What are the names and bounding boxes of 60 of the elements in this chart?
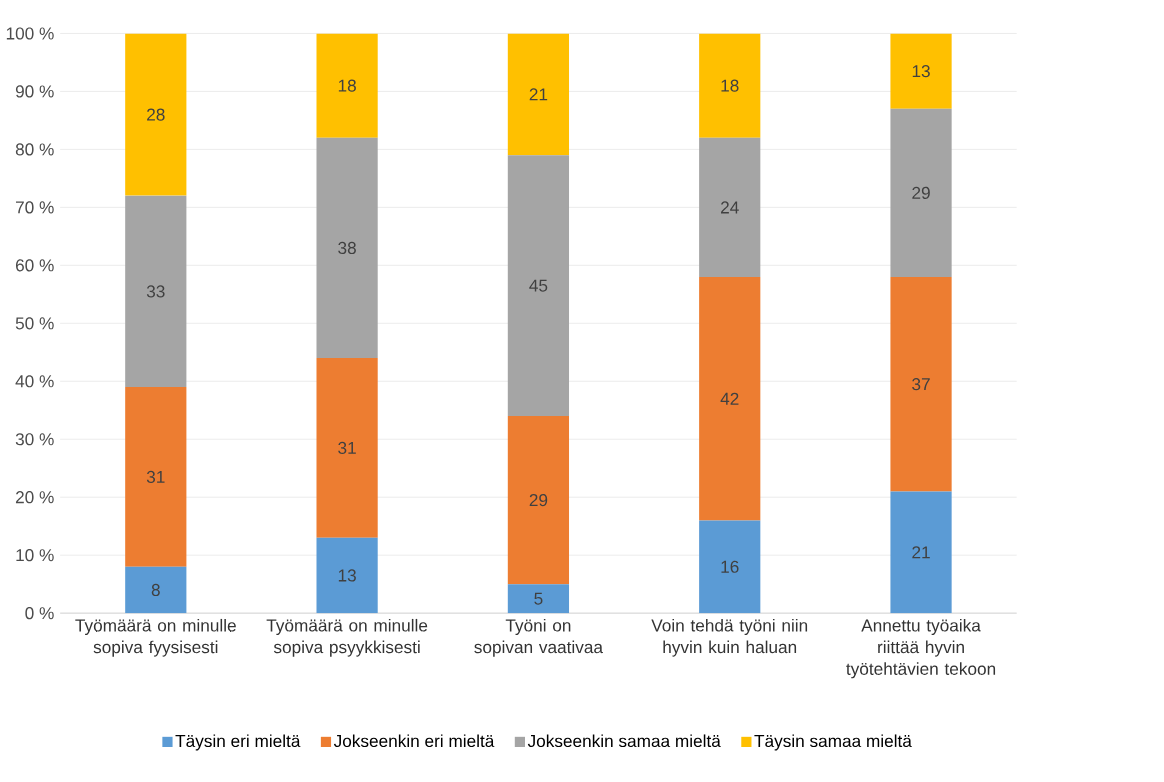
legend-label: Jokseenkin eri mieltä	[333, 734, 495, 748]
y-tick-label: 90 %	[15, 85, 54, 98]
y-tick-label: 50 %	[15, 317, 54, 330]
y-tick-label: 80 %	[15, 143, 54, 156]
data-label: 18	[721, 79, 739, 92]
y-tick-label: 60 %	[15, 259, 54, 272]
x-tick-label: Voin tehdä työni niin hyvin kuin haluan	[651, 619, 808, 657]
bar	[125, 33, 187, 197]
data-label: 33	[146, 285, 165, 298]
data-label: 21	[529, 88, 548, 101]
bar	[890, 491, 952, 614]
bar	[507, 584, 570, 614]
data-label: 5	[534, 592, 543, 605]
legend-label: Jokseenkin samaa mieltä	[527, 734, 721, 748]
data-label: 28	[147, 108, 165, 121]
x-tick-label: Työmäärä on minulle sopiva psyykkisesti	[266, 619, 428, 657]
data-label: 24	[721, 201, 739, 214]
x-tick-label: Työmäärä on minulle sopiva fyysisesti	[75, 619, 236, 657]
bar	[507, 33, 570, 156]
data-label: 13	[912, 65, 930, 78]
bar	[699, 138, 761, 278]
data-label: 42	[720, 392, 739, 405]
data-label: 29	[529, 494, 548, 507]
data-label: 31	[338, 442, 356, 455]
bar	[316, 33, 378, 139]
x-tick-label: Työni on sopivan vaativaa	[474, 619, 603, 657]
data-label: 18	[338, 79, 356, 92]
data-label: 21	[912, 546, 930, 559]
bar	[890, 33, 952, 110]
bar	[316, 358, 378, 539]
bar	[699, 520, 761, 614]
data-label: 16	[721, 560, 739, 574]
bar	[890, 277, 952, 492]
data-label: 29	[912, 187, 930, 200]
data-label: 45	[529, 279, 548, 292]
y-tick-label: 30 %	[15, 433, 54, 446]
bar	[125, 387, 187, 568]
bar	[699, 33, 761, 139]
y-tick-label: 20 %	[15, 491, 54, 504]
legend-label: Täysin eri mieltä	[175, 734, 301, 751]
bar	[699, 277, 761, 521]
data-label: 31	[146, 471, 165, 484]
bar	[125, 196, 187, 388]
data-label: 8	[151, 584, 160, 597]
y-tick-label: 100 %	[6, 27, 54, 40]
y-tick-label: 70 %	[15, 201, 54, 214]
bar	[316, 138, 378, 359]
bar	[507, 416, 570, 585]
data-label: 37	[912, 378, 930, 391]
y-tick-label: 40 %	[15, 375, 54, 388]
legend-label: Täysin samaa mieltä	[754, 734, 912, 751]
bar	[890, 109, 952, 278]
x-tick-label: Annettu työaika riittää hyvin työtehtävien tekoon	[846, 619, 996, 679]
data-label: 13	[338, 569, 356, 582]
y-tick-label: 0 %	[25, 607, 54, 620]
data-label: 38	[338, 242, 356, 255]
y-tick-label: 10 %	[16, 549, 54, 562]
bar	[125, 567, 187, 614]
bar	[507, 155, 570, 417]
bar	[316, 538, 378, 614]
